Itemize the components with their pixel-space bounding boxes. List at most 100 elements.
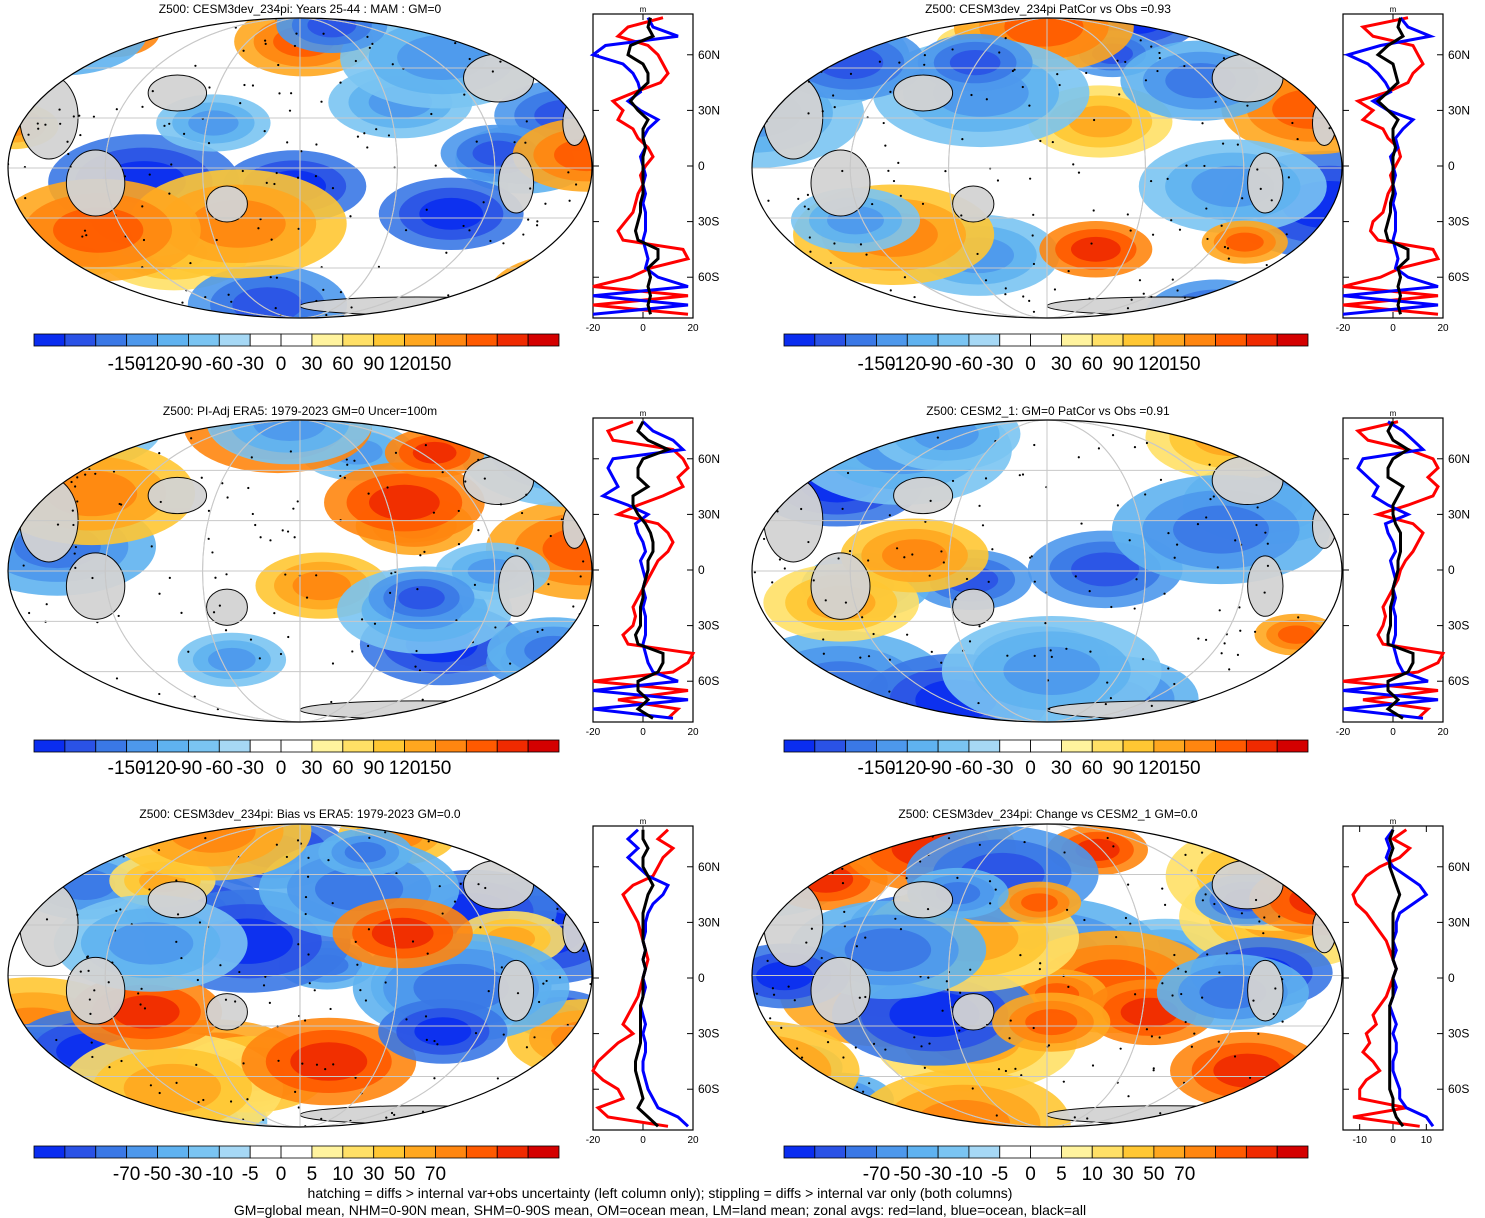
stipple-dot xyxy=(1221,652,1223,654)
stipple-dot xyxy=(1203,165,1205,167)
stipple-dot xyxy=(445,252,447,254)
continent-outline xyxy=(20,477,78,562)
colorbar-tick-label: -5 xyxy=(242,1164,259,1185)
stipple-dot xyxy=(158,452,160,454)
stipple-dot xyxy=(1074,1116,1076,1118)
anomaly-contour xyxy=(290,1042,367,1080)
stipple-dot xyxy=(1125,917,1127,919)
stipple-dot xyxy=(1127,307,1129,309)
stipple-dot xyxy=(1276,428,1278,430)
stipple-dot xyxy=(868,1082,870,1084)
stipple-dot xyxy=(1174,557,1176,559)
stipple-dot xyxy=(755,1084,757,1086)
stipple-dot xyxy=(46,603,48,605)
stipple-dot xyxy=(78,115,80,117)
stipple-dot xyxy=(1306,891,1308,893)
anomaly-contour xyxy=(719,36,802,78)
stipple-dot xyxy=(332,1063,334,1065)
profile-x-tick-label: 20 xyxy=(1437,323,1449,334)
colorbar-swatch xyxy=(188,334,219,346)
stipple-dot xyxy=(1262,932,1264,934)
stipple-dot xyxy=(501,966,503,968)
stipple-dot xyxy=(111,824,113,826)
stipple-dot xyxy=(290,92,292,94)
stipple-dot xyxy=(922,203,924,205)
stipple-dot xyxy=(1089,651,1091,653)
stipple-dot xyxy=(197,979,199,981)
stipple-dot xyxy=(526,120,528,122)
stipple-dot xyxy=(956,22,958,24)
stipple-dot xyxy=(1260,188,1262,190)
stipple-dot xyxy=(1012,70,1014,72)
map-panel-6 xyxy=(658,804,1392,1178)
colorbar-tick-label: 50 xyxy=(394,1164,415,1185)
stipple-dot xyxy=(550,535,552,537)
stipple-dot xyxy=(824,21,826,23)
stipple-dot xyxy=(1286,233,1288,235)
stipple-dot xyxy=(264,976,266,978)
colorbar-swatch xyxy=(435,1146,466,1158)
colorbar-swatch xyxy=(1000,334,1031,346)
stipple-dot xyxy=(158,849,160,851)
colorbar-swatch xyxy=(1031,334,1062,346)
stipple-dot xyxy=(11,477,13,479)
stipple-dot xyxy=(1213,495,1215,497)
colorbar-tick-label: 60 xyxy=(1082,354,1103,375)
colorbar-swatch xyxy=(876,334,907,346)
stipple-dot xyxy=(1164,904,1166,906)
stipple-dot xyxy=(58,108,60,110)
stipple-dot xyxy=(1281,978,1283,980)
stipple-dot xyxy=(423,551,425,553)
profile-x-tick-label: -20 xyxy=(586,323,601,334)
stipple-dot xyxy=(332,187,334,189)
stipple-dot xyxy=(1217,566,1219,568)
stipple-dot xyxy=(1202,427,1204,429)
stipple-dot xyxy=(27,134,29,136)
stipple-dot xyxy=(1254,631,1256,633)
stipple-dot xyxy=(475,1108,477,1110)
stipple-dot xyxy=(1274,31,1276,33)
stipple-dot xyxy=(339,475,341,477)
stipple-dot xyxy=(954,598,956,600)
stipple-dot xyxy=(1039,140,1041,142)
stipple-dot xyxy=(1159,1036,1161,1038)
stipple-dot xyxy=(71,1104,73,1106)
stipple-dot xyxy=(1241,912,1243,914)
stipple-dot xyxy=(1202,899,1204,901)
stipple-dot xyxy=(991,548,993,550)
stipple-dot xyxy=(55,60,57,62)
stipple-dot xyxy=(1092,1064,1094,1066)
continent-outline xyxy=(148,882,206,918)
stipple-dot xyxy=(1255,524,1257,526)
stipple-dot xyxy=(242,1062,244,1064)
colorbar-swatch xyxy=(312,334,343,346)
stipple-dot xyxy=(344,477,346,479)
colorbar-swatch xyxy=(281,740,312,752)
stipple-dot xyxy=(1171,994,1173,996)
stipple-dot xyxy=(116,677,118,679)
stipple-dot xyxy=(366,36,368,38)
stipple-dot xyxy=(243,84,245,86)
stipple-dot xyxy=(87,970,89,972)
stipple-dot xyxy=(287,636,289,638)
stipple-dot xyxy=(1218,1041,1220,1043)
stipple-dot xyxy=(1146,1028,1148,1030)
stipple-dot xyxy=(832,94,834,96)
stipple-dot xyxy=(582,519,584,521)
stipple-dot xyxy=(89,1013,91,1015)
stipple-dot xyxy=(477,459,479,461)
profile-y-tick-label: 30N xyxy=(1448,103,1470,117)
stipple-dot xyxy=(117,701,119,703)
stipple-dot xyxy=(1106,681,1108,683)
stipple-dot xyxy=(169,577,171,579)
stipple-dot xyxy=(996,1114,998,1116)
colorbar-swatch xyxy=(34,1146,65,1158)
colorbar-tick-label: -90 xyxy=(175,758,202,779)
stipple-dot xyxy=(767,200,769,202)
anomaly-contour xyxy=(506,627,602,675)
stipple-dot xyxy=(1068,270,1070,272)
stipple-dot xyxy=(475,1032,477,1034)
colorbar-swatch xyxy=(907,740,938,752)
stipple-dot xyxy=(74,485,76,487)
